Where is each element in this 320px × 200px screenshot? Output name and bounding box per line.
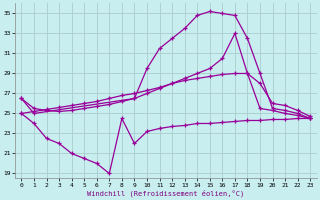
X-axis label: Windchill (Refroidissement éolien,°C): Windchill (Refroidissement éolien,°C) [87, 189, 244, 197]
